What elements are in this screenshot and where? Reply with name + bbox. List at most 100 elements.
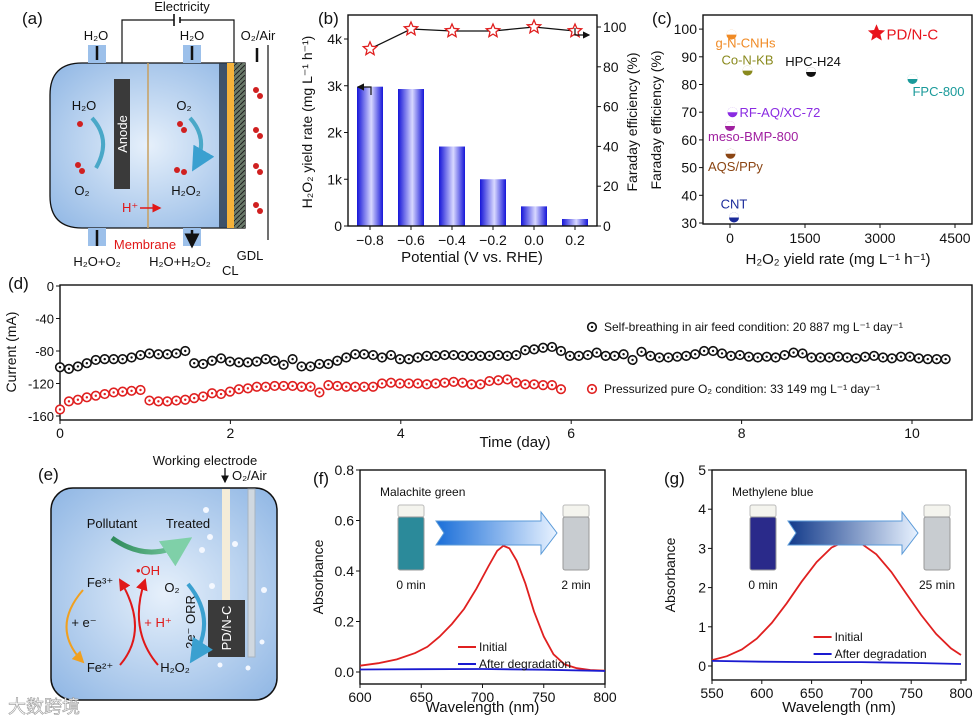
x-axis-title: Potential (V vs. RHE) [401, 249, 543, 266]
y-tick-label: 0.2 [335, 614, 355, 630]
x-tick-label: 750 [532, 689, 556, 705]
inset-after-label: 25 min [919, 578, 955, 592]
data-point-center [192, 396, 196, 400]
x-tick-label: 550 [700, 685, 724, 701]
vial-before-cap [749, 504, 777, 518]
data-point-center [264, 385, 267, 388]
data-point-half [742, 65, 753, 71]
data-point-center [854, 357, 858, 360]
inset-title: Methylene blue [732, 485, 814, 499]
panel-label-a: (a) [22, 9, 43, 28]
chart-c: (c) 30 40 50 60 70 80 90 100 0 1500 3000 4500 PD/N-C g… [648, 9, 973, 268]
data-point-center [416, 382, 420, 385]
data-point-center [837, 355, 840, 358]
data-point-center [58, 366, 62, 369]
data-point-center [667, 356, 670, 359]
data-point-center [85, 396, 89, 399]
data-point-center [371, 385, 375, 388]
data-point-center [255, 385, 259, 388]
data-point-center [380, 356, 384, 359]
data-point-center [389, 381, 393, 384]
data-point-center [309, 365, 312, 368]
faraday-efficiency-star [443, 22, 461, 38]
data-point-center [201, 362, 205, 366]
data-point-center [157, 353, 160, 356]
chart-f: (f) 0.0 0.2 0.4 0.6 0.8 600 650 700 750 800 Malachi… [310, 462, 617, 716]
data-point-center [765, 355, 768, 358]
y-axis-title: Current (mA) [3, 312, 19, 393]
x-axis-title: Time (day) [479, 434, 550, 451]
data-point-center [407, 357, 411, 361]
data-point-half [727, 107, 738, 113]
y-tick-label: 100 [674, 21, 698, 37]
bubbles [199, 507, 267, 671]
faraday-efficiency-star [361, 40, 379, 57]
data-point-center [282, 363, 285, 367]
x-tick-label: −0.8 [356, 232, 384, 248]
data-point-center [488, 379, 491, 383]
data-point-center [112, 357, 115, 361]
y-tick-label: 60 [681, 132, 697, 148]
y-tick-label: -160 [28, 409, 54, 424]
panel-label-c: (c) [652, 9, 672, 28]
data-point-center [219, 392, 223, 396]
data-point-label: meso-BMP-800 [708, 129, 798, 144]
data-point-center [568, 354, 572, 358]
o2-air-label-e: O₂/Air [232, 468, 267, 483]
data-point-center [219, 357, 223, 360]
data-point-center [327, 362, 330, 366]
reaction-arrows [90, 116, 201, 168]
x-tick-label: 4500 [939, 230, 970, 246]
data-point-center [166, 400, 169, 403]
o2-anode-label: O₂ [74, 183, 89, 198]
data-point-label: AQS/PPy [708, 159, 763, 174]
y-tick-label: 30 [681, 215, 697, 231]
data-point-center [470, 354, 473, 358]
data-point-center [515, 353, 518, 357]
data-point-center [443, 381, 446, 384]
data-point-center [497, 353, 500, 357]
data-point-center [184, 349, 187, 353]
data-point-center [523, 383, 527, 386]
legend-marker-center [590, 325, 594, 329]
data-point-center [389, 353, 393, 357]
data-point-center [908, 355, 912, 358]
inset-after-label: 2 min [561, 578, 590, 592]
data-point-center [210, 392, 214, 395]
data-point-center [300, 385, 303, 388]
y-tick-label: 4 [698, 501, 706, 517]
data-point-center [67, 367, 71, 371]
data-point-center [345, 356, 348, 359]
x-tick-label: 0.0 [524, 232, 544, 248]
data-point-center [872, 354, 876, 358]
y-tick-label: 0.8 [335, 462, 355, 478]
data-point-center [291, 384, 294, 388]
bar-yield-rate [357, 86, 383, 226]
outlet-left-label: H₂O+O₂ [73, 254, 120, 269]
x-tick-label: 750 [900, 685, 924, 701]
data-point-center [121, 357, 124, 361]
data-point-center [658, 356, 661, 359]
data-point-center [738, 353, 742, 357]
faraday-efficiency-star [484, 22, 502, 38]
y-right-tick-label: 0 [603, 218, 611, 234]
y-right-tick-label: 40 [603, 138, 619, 154]
y-tick-label: 0 [334, 218, 342, 234]
data-point-center [926, 357, 929, 361]
data-point-center [532, 348, 536, 351]
fe2-label: Fe²⁺ [87, 660, 113, 675]
data-point-center [300, 365, 303, 368]
data-point-center [354, 353, 357, 356]
data-point-center [130, 356, 133, 359]
data-point-center [139, 388, 142, 392]
y-right-tick-label: 60 [603, 99, 619, 115]
x-tick-label: 4 [397, 425, 405, 441]
x-tick-label: 10 [904, 425, 920, 441]
x-tick-label: 600 [750, 685, 774, 701]
data-point-center [246, 361, 250, 364]
data-point-center [76, 365, 80, 368]
data-point-center [192, 361, 196, 365]
x-tick-label: 800 [593, 689, 617, 705]
data-point-star [867, 24, 886, 41]
